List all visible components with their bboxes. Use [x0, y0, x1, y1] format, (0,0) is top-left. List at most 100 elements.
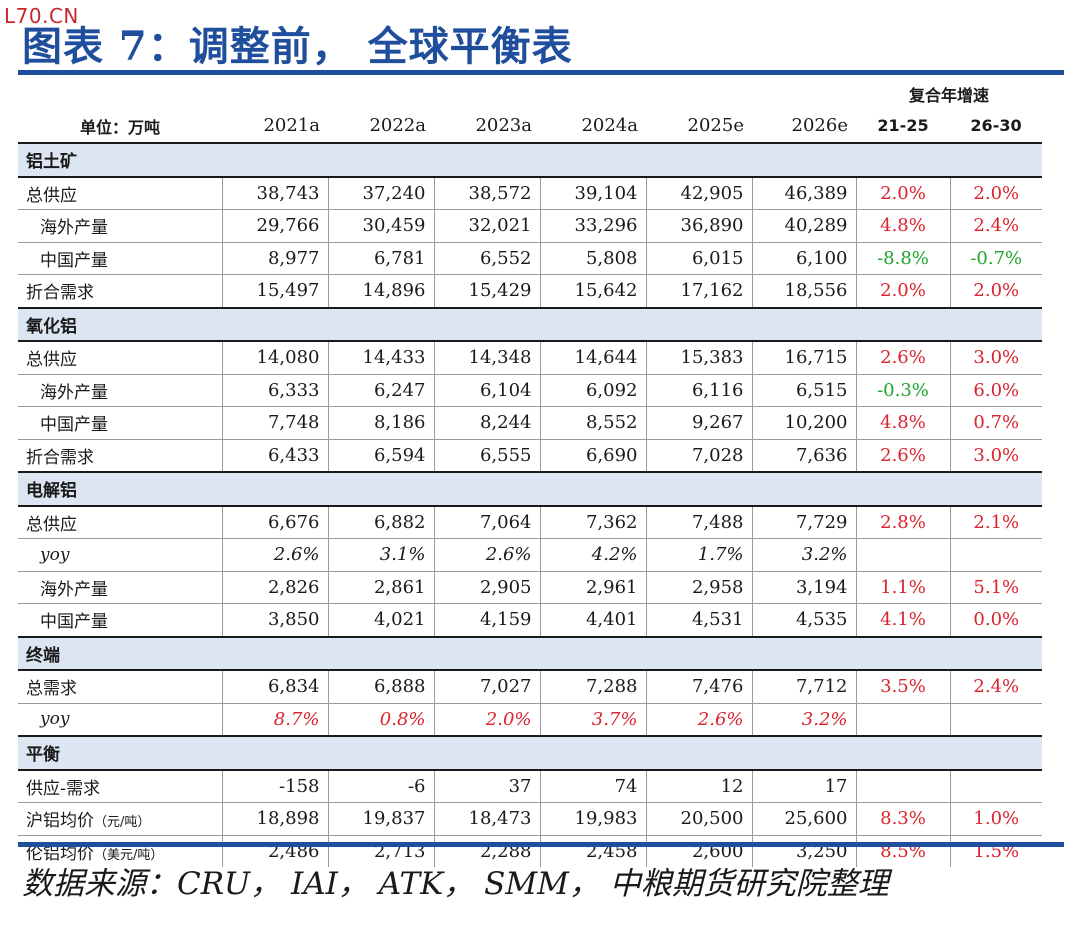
- value-cell: 6,552: [433, 242, 540, 275]
- value-cell: 6,116: [645, 374, 752, 407]
- row-label-text: 总供应: [26, 185, 77, 206]
- row-label-text: 海外产量: [40, 579, 108, 600]
- section-title: 平衡: [18, 735, 1043, 771]
- row-label: 总需求: [18, 670, 222, 704]
- value-cell: 6,781: [327, 242, 434, 275]
- cagr-cell: 3.5%: [855, 670, 950, 704]
- value-cell: 3,850: [221, 603, 328, 637]
- value-cell: 3.2%: [751, 703, 856, 737]
- value-cell: 6,015: [645, 242, 752, 275]
- value-cell: 6,676: [221, 505, 328, 539]
- value-cell: 4,021: [327, 603, 434, 637]
- row-label-text: yoy: [40, 709, 70, 730]
- source-note: 数据来源：CRU， IAI， ATK， SMM， 中粮期货研究院整理: [22, 866, 889, 902]
- value-cell: 7,362: [539, 505, 646, 539]
- cagr-cell: 2.0%: [855, 274, 950, 308]
- value-cell: 7,027: [433, 670, 540, 704]
- cagr-cell: 8.3%: [855, 802, 950, 836]
- value-cell: 6,333: [221, 374, 328, 407]
- row-label: 折合需求: [18, 274, 222, 308]
- header-row-1: 复合年增速: [18, 79, 1042, 109]
- cagr-header: 复合年增速: [909, 86, 990, 105]
- value-cell: 1.7%: [645, 538, 752, 572]
- value-cell: 3.7%: [539, 703, 646, 737]
- year-header: 2024a: [581, 115, 638, 136]
- row-label: 折合需求: [18, 439, 222, 473]
- row-label-text: 总需求: [26, 679, 77, 700]
- cagr-cell: -0.7%: [949, 242, 1043, 275]
- row-label: 总供应: [18, 341, 222, 375]
- row-label-text: yoy: [40, 544, 70, 565]
- value-cell: 7,729: [751, 505, 856, 539]
- value-cell: 8,552: [539, 406, 646, 440]
- table-row: 中国产量 3,850 4,021 4,159 4,401 4,531 4,535 4.1% 0.…: [18, 603, 1043, 637]
- value-cell: 12: [645, 769, 752, 803]
- section-header: 平衡: [18, 735, 1043, 771]
- value-cell: 74: [539, 769, 646, 803]
- balance-table: 复合年增速 单位：万吨 2021a 2022a 2023a 2024a 2025…: [18, 79, 1043, 867]
- value-cell: 4,159: [433, 603, 540, 637]
- value-cell: 7,028: [645, 439, 752, 473]
- row-label-text: 沪铝均价: [26, 811, 94, 832]
- value-cell: 8.7%: [221, 703, 328, 737]
- table-row: 沪铝均价（元/吨） 18,898 19,837 18,473 19,983 20,500 2…: [18, 802, 1043, 836]
- table-row: 海外产量 29,766 30,459 32,021 33,296 36,890 40,289…: [18, 209, 1043, 243]
- value-cell: 7,064: [433, 505, 540, 539]
- cagr-cell: [855, 769, 950, 803]
- table-row: 折合需求 15,497 14,896 15,429 15,642 17,162 18,556…: [18, 274, 1043, 308]
- row-label: 中国产量: [18, 406, 222, 440]
- value-cell: 3.1%: [327, 538, 434, 572]
- row-label-text: 折合需求: [26, 283, 94, 304]
- cagr-cell: [949, 538, 1043, 572]
- value-cell: 6,092: [539, 374, 646, 407]
- value-cell: 3.2%: [751, 538, 856, 572]
- row-label-text: 中国产量: [40, 612, 108, 633]
- value-cell: 37: [433, 769, 540, 803]
- value-cell: 2,905: [433, 571, 540, 604]
- cagr-cell: 1.0%: [949, 802, 1043, 836]
- value-cell: 6,247: [327, 374, 434, 407]
- value-cell: 5,808: [539, 242, 646, 275]
- value-cell: 40,289: [751, 209, 856, 243]
- cagr-cell: 2.6%: [855, 439, 950, 473]
- value-cell: 4,401: [539, 603, 646, 637]
- value-cell: 2,958: [645, 571, 752, 604]
- value-cell: 38,743: [221, 176, 328, 210]
- value-cell: 4,531: [645, 603, 752, 637]
- value-cell: 29,766: [221, 209, 328, 243]
- table-row: 中国产量 8,977 6,781 6,552 5,808 6,015 6,100 -8.8% -…: [18, 242, 1043, 275]
- value-cell: 6,555: [433, 439, 540, 473]
- row-label: 海外产量: [18, 571, 222, 604]
- bottom-rule: [18, 842, 1064, 847]
- value-cell: 38,572: [433, 176, 540, 210]
- value-cell: 14,433: [327, 341, 434, 375]
- value-cell: 2.6%: [645, 703, 752, 737]
- cagr-cell: 2.6%: [855, 341, 950, 375]
- value-cell: 19,837: [327, 802, 434, 836]
- value-cell: 18,898: [221, 802, 328, 836]
- section-title: 电解铝: [18, 471, 1043, 507]
- value-cell: 46,389: [751, 176, 856, 210]
- value-cell: 15,383: [645, 341, 752, 375]
- top-rule: [18, 70, 1064, 75]
- cagr-cell: [855, 538, 950, 572]
- cagr-cell: 2.1%: [949, 505, 1043, 539]
- section-title: 铝土矿: [18, 142, 1043, 178]
- cagr-cell: 2.4%: [949, 670, 1043, 704]
- page-title: 图表 7：调整前， 全球平衡表: [22, 23, 573, 70]
- value-cell: 10,200: [751, 406, 856, 440]
- cagr-col-header: 21-25: [877, 116, 929, 135]
- row-label: 沪铝均价（元/吨）: [18, 802, 222, 836]
- row-label-text: 总供应: [26, 350, 77, 371]
- row-label-text: 中国产量: [40, 415, 108, 436]
- cagr-cell: [949, 703, 1043, 737]
- table-row: 总供应 38,743 37,240 38,572 39,104 42,905 46,389 2…: [18, 176, 1043, 210]
- year-header: 2023a: [475, 115, 532, 136]
- value-cell: 7,748: [221, 406, 328, 440]
- table-row: 海外产量 2,826 2,861 2,905 2,961 2,958 3,194 1.1% 5.…: [18, 571, 1043, 604]
- cagr-cell: 1.5%: [949, 835, 1043, 867]
- row-label: yoy: [18, 538, 222, 572]
- value-cell: 2,826: [221, 571, 328, 604]
- value-cell: 6,690: [539, 439, 646, 473]
- value-cell: 2,961: [539, 571, 646, 604]
